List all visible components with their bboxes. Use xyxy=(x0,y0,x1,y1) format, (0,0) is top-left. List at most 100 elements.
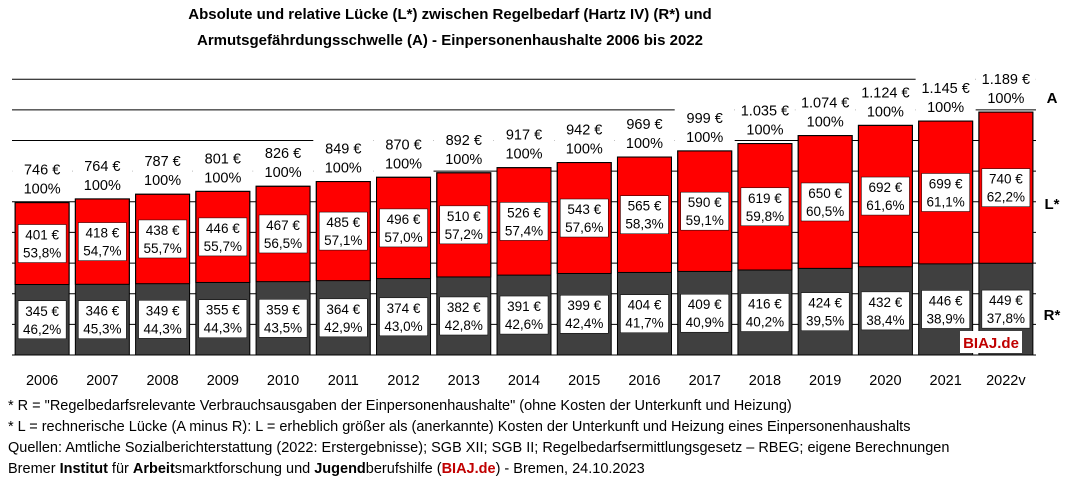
l-value-label: 467 € xyxy=(266,218,300,233)
total-value-label: 746 € xyxy=(24,163,60,179)
total-percent-label: 100% xyxy=(265,165,302,181)
l-percent-label: 61,1% xyxy=(927,194,965,209)
l-value-label: 699 € xyxy=(929,176,963,191)
total-percent-label: 100% xyxy=(144,173,181,189)
r-percent-label: 42,4% xyxy=(565,316,603,331)
l-value-label: 510 € xyxy=(447,209,481,224)
bar-outline xyxy=(616,156,672,356)
total-value-label: 1.145 € xyxy=(921,81,969,97)
l-percent-label: 57,2% xyxy=(445,227,483,242)
r-value-label: 349 € xyxy=(146,303,180,318)
r-value-label: 399 € xyxy=(567,298,601,313)
footnote-l: * L = rechnerische Lücke (A minus R): L … xyxy=(8,419,911,435)
l-label-box xyxy=(981,168,1031,207)
bar-outline xyxy=(978,111,1034,356)
r-percent-label: 43,5% xyxy=(264,320,302,335)
r-percent-label: 38,4% xyxy=(866,313,904,328)
category-label: 2010 xyxy=(267,373,299,389)
l-percent-label: 59,1% xyxy=(686,213,724,228)
l-percent-label: 55,7% xyxy=(143,241,181,256)
total-percent-label: 100% xyxy=(746,123,783,139)
category-label: 2021 xyxy=(930,373,962,389)
category-label: 2006 xyxy=(26,373,58,389)
r-percent-label: 42,6% xyxy=(505,317,543,332)
l-label-box xyxy=(379,208,428,248)
bar-outline xyxy=(797,135,853,356)
stacked-bar-chart: 345 € 46,2% 401 € 53,8% 746 € 100% 2006 346 € 45… xyxy=(12,72,1061,389)
series-label-r: R* xyxy=(1044,307,1061,324)
l-value-label: 692 € xyxy=(869,180,903,195)
bar-outline xyxy=(556,162,612,356)
r-label-box xyxy=(78,300,127,339)
total-label-bg xyxy=(494,122,554,163)
chart-title: Absolute und relative Lücke (L*) zwische… xyxy=(188,6,712,23)
total-label-bg xyxy=(734,98,795,139)
footnote-r: * R = "Regelbedarfsrelevante Verbrauchsa… xyxy=(8,398,792,414)
l-label-box xyxy=(800,182,850,222)
total-label-bg xyxy=(433,127,494,168)
total-percent-label: 100% xyxy=(686,130,723,146)
total-value-label: 1.074 € xyxy=(801,96,849,112)
r-label-box xyxy=(921,290,970,329)
r-label-box xyxy=(981,289,1031,329)
r-percent-label: 39,5% xyxy=(806,314,844,329)
r-value-label: 364 € xyxy=(326,302,360,317)
total-value-label: 999 € xyxy=(687,111,723,127)
category-label: 2015 xyxy=(568,373,600,389)
total-percent-label: 100% xyxy=(927,100,964,116)
l-label-box xyxy=(499,202,549,241)
r-percent-label: 43,0% xyxy=(384,319,422,334)
r-label-box xyxy=(620,294,669,333)
r-value-label: 409 € xyxy=(688,297,722,312)
l-value-label: 446 € xyxy=(206,221,240,236)
bar-outline xyxy=(315,181,371,356)
r-percent-label: 45,3% xyxy=(83,322,121,337)
category-label: 2014 xyxy=(508,373,540,389)
total-percent-label: 100% xyxy=(385,156,422,172)
r-value-label: 345 € xyxy=(25,304,59,319)
total-value-label: 1.124 € xyxy=(861,85,909,101)
total-value-label: 1.035 € xyxy=(741,104,789,120)
l-label-box xyxy=(559,198,609,238)
category-label: 2018 xyxy=(749,373,781,389)
biaj-link[interactable]: BIAJ.de xyxy=(441,461,496,477)
category-label: 2009 xyxy=(207,373,239,389)
total-percent-label: 100% xyxy=(24,182,61,198)
bar-outline xyxy=(74,198,130,356)
total-percent-label: 100% xyxy=(505,147,542,163)
total-percent-label: 100% xyxy=(867,104,904,120)
r-label-box xyxy=(17,300,67,340)
r-percent-label: 41,7% xyxy=(625,316,663,331)
l-percent-label: 57,4% xyxy=(505,223,543,238)
l-value-label: 401 € xyxy=(25,228,59,243)
total-value-label: 917 € xyxy=(506,128,542,144)
l-label-box xyxy=(78,222,127,261)
category-label: 2022v xyxy=(986,373,1026,389)
l-percent-label: 57,0% xyxy=(384,230,422,245)
r-label-box xyxy=(138,300,187,339)
total-label-bg xyxy=(915,76,976,117)
bar-outline xyxy=(376,176,432,356)
l-value-label: 438 € xyxy=(146,223,180,238)
total-percent-label: 100% xyxy=(445,152,482,168)
category-label: 2008 xyxy=(146,373,178,389)
r-value-label: 374 € xyxy=(387,301,421,316)
total-percent-label: 100% xyxy=(566,142,603,158)
l-value-label: 526 € xyxy=(507,205,541,220)
r-label-box xyxy=(800,292,850,331)
total-value-label: 849 € xyxy=(325,142,361,158)
r-label-box xyxy=(319,298,368,338)
bar-outline xyxy=(14,202,70,356)
l-label-box xyxy=(138,219,187,259)
total-label-bg xyxy=(192,146,253,187)
total-percent-label: 100% xyxy=(84,178,121,194)
total-value-label: 1.189 € xyxy=(982,72,1030,88)
total-label-bg xyxy=(72,153,133,194)
bar-outline xyxy=(496,167,552,356)
l-label-box xyxy=(740,187,790,227)
l-label-box xyxy=(620,195,669,234)
r-value-label: 416 € xyxy=(748,297,782,312)
total-label-bg xyxy=(373,132,434,173)
credit-line: Bremer Institut für Arbeitsmarktforschun… xyxy=(8,461,645,477)
r-value-label: 346 € xyxy=(85,304,119,319)
